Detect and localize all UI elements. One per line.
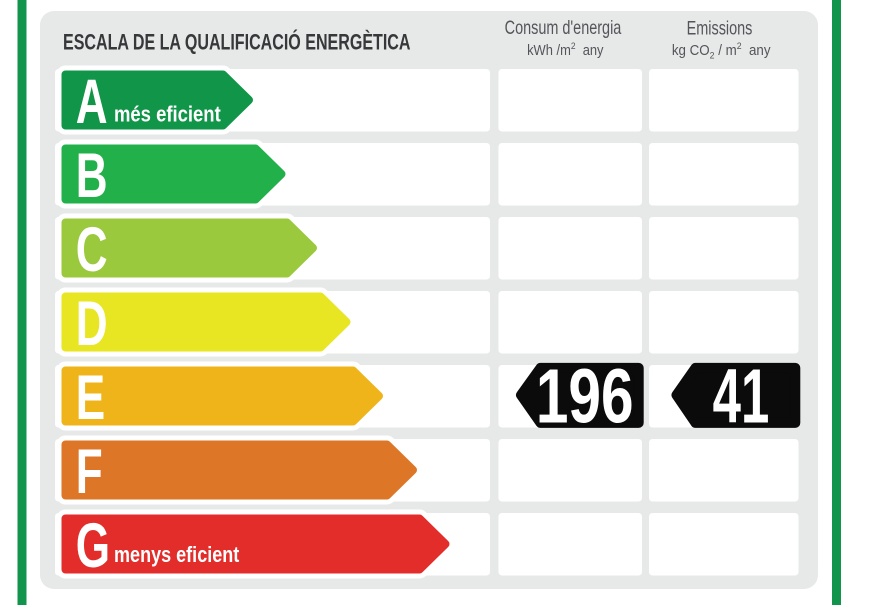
svg-text:G: G [76, 510, 110, 581]
svg-text:C: C [76, 214, 108, 285]
svg-text:A: A [76, 66, 108, 137]
svg-text:kWh /m2 any: kWh /m2 any [527, 41, 604, 59]
svg-text:196: 196 [536, 354, 634, 439]
svg-text:41: 41 [713, 353, 770, 439]
svg-text:E: E [76, 362, 105, 433]
svg-text:menys eficient: menys eficient [114, 543, 240, 567]
svg-text:Consum d'energia: Consum d'energia [505, 17, 622, 38]
svg-text:ESCALA DE LA QUALIFICACIÓ ENER: ESCALA DE LA QUALIFICACIÓ ENERGÈTICA [63, 30, 411, 55]
svg-text:B: B [76, 140, 108, 211]
svg-text:kg CO2 / m2 any: kg CO2 / m2 any [672, 41, 771, 61]
svg-text:D: D [76, 288, 108, 359]
svg-text:més eficient: més eficient [114, 103, 221, 127]
svg-text:F: F [76, 436, 103, 507]
svg-text:Emissions: Emissions [687, 18, 753, 39]
